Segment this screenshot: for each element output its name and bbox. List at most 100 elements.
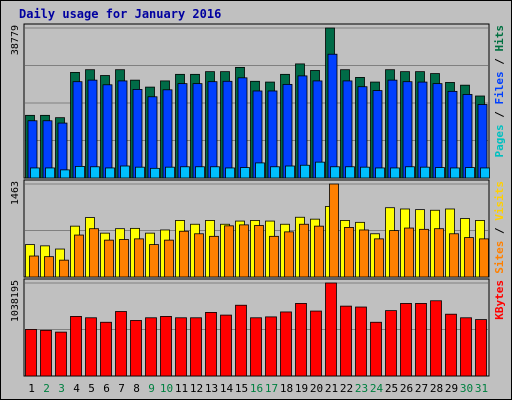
bar-kbytes-day-12: [190, 317, 202, 377]
bar-files-day-26: [402, 81, 413, 179]
x-tick-label-day-11: 11: [175, 382, 188, 395]
series-sites: [29, 183, 489, 278]
bar-sites-day-21: [329, 183, 339, 278]
bar-sites-day-28: [434, 228, 444, 278]
bar-files-day-18: [282, 83, 293, 179]
bar-sites-day-23: [359, 229, 369, 278]
panel-visits-max-label: 1463: [10, 181, 21, 205]
bar-sites-day-12: [194, 233, 204, 278]
bar-sites-day-25: [389, 230, 399, 278]
bar-pages-day-7: [120, 165, 130, 179]
bar-kbytes-day-11: [175, 317, 187, 377]
bar-kbytes-day-18: [280, 311, 292, 377]
bar-pages-day-26: [405, 166, 415, 179]
x-tick-label-day-14: 14: [220, 382, 234, 395]
bar-pages-day-8: [135, 166, 145, 179]
x-tick-label-day-6: 6: [103, 382, 110, 395]
bar-sites-day-29: [449, 233, 459, 278]
bar-kbytes-day-20: [310, 310, 322, 377]
x-tick-label-day-16: 16: [250, 382, 263, 395]
bar-pages-day-2: [45, 167, 55, 179]
bar-kbytes-day-5: [85, 317, 97, 377]
x-tick-label-day-7: 7: [118, 382, 125, 395]
x-tick-label-day-23: 23: [355, 382, 368, 395]
bar-kbytes-day-30: [460, 317, 472, 377]
bar-kbytes-day-3: [55, 331, 67, 377]
bar-files-day-10: [162, 89, 173, 179]
panel-hits-axis-label: Pages / Files / Hits: [493, 25, 506, 158]
bar-files-day-28: [432, 83, 443, 179]
bar-pages-day-15: [240, 167, 250, 179]
bar-files-day-5: [87, 79, 98, 179]
bar-kbytes-day-17: [265, 316, 277, 377]
x-tick-label-day-5: 5: [88, 382, 95, 395]
bar-kbytes-day-27: [415, 303, 427, 377]
bar-files-day-4: [72, 81, 83, 179]
bar-files-day-13: [207, 81, 218, 179]
bar-pages-day-19: [300, 164, 310, 179]
series-pages: [30, 161, 490, 179]
bar-files-day-6: [102, 84, 113, 179]
panel-visits: 1463 Sites / Visits: [10, 179, 506, 278]
bar-pages-day-29: [450, 167, 460, 179]
panel-hits-max-label: 38779: [10, 25, 21, 55]
bar-pages-day-23: [360, 166, 370, 179]
x-tick-label-day-13: 13: [205, 382, 218, 395]
bar-files-day-9: [147, 96, 158, 179]
bar-sites-day-14: [224, 225, 234, 278]
series-files: [27, 53, 488, 179]
bar-pages-day-1: [30, 167, 40, 179]
bar-kbytes-day-2: [40, 329, 52, 377]
chart-title: Daily usage for January 2016: [19, 7, 221, 21]
x-tick-label-day-10: 10: [160, 382, 173, 395]
bar-files-day-21: [327, 53, 338, 179]
axis-label-segment: /: [493, 221, 506, 241]
bar-kbytes-day-16: [250, 317, 262, 377]
panel-hits: 38779 Pages / Files / Hits: [10, 23, 506, 179]
bar-kbytes-day-13: [205, 311, 217, 377]
bar-pages-day-20: [315, 161, 325, 179]
bar-pages-day-27: [420, 166, 430, 179]
bar-sites-day-15: [239, 224, 249, 278]
bar-kbytes-day-7: [115, 311, 127, 377]
bar-files-day-19: [297, 75, 308, 179]
bar-files-day-11: [177, 83, 188, 179]
axis-label-segment: Pages: [493, 124, 506, 157]
axis-label-segment: Hits: [493, 25, 506, 52]
bar-sites-day-11: [179, 230, 189, 278]
bar-sites-day-20: [314, 225, 324, 278]
bar-kbytes-day-19: [295, 303, 307, 377]
bar-sites-day-26: [404, 227, 414, 278]
bar-files-day-17: [267, 90, 278, 179]
bar-pages-day-5: [90, 166, 100, 179]
bar-kbytes-day-4: [70, 316, 82, 377]
x-tick-label-day-8: 8: [133, 382, 140, 395]
x-tick-label-day-21: 21: [325, 382, 338, 395]
bar-kbytes-day-10: [160, 316, 172, 377]
bar-files-day-15: [237, 77, 248, 179]
bar-kbytes-day-14: [220, 314, 232, 377]
panel-kbytes-max-label: 1038195: [10, 280, 21, 322]
bar-files-day-8: [132, 89, 143, 179]
axis-label-segment: Sites: [493, 241, 506, 274]
bar-pages-day-12: [195, 166, 205, 179]
x-tick-label-day-27: 27: [415, 382, 428, 395]
bar-kbytes-day-31: [475, 319, 487, 377]
axis-label-segment: /: [493, 52, 506, 72]
panel-kbytes: 1038195 KBytes: [10, 278, 506, 377]
axis-label-segment: /: [493, 105, 506, 125]
bar-files-day-23: [357, 86, 368, 179]
bar-sites-day-22: [344, 227, 354, 278]
bar-sites-day-9: [149, 244, 159, 278]
x-tick-label-day-9: 9: [148, 382, 155, 395]
bar-sites-day-19: [299, 223, 309, 278]
bar-sites-day-1: [29, 255, 39, 278]
bar-kbytes-day-28: [430, 300, 442, 377]
bar-kbytes-day-21: [325, 282, 337, 377]
x-tick-label-day-1: 1: [28, 382, 35, 395]
bar-kbytes-day-25: [385, 310, 397, 377]
bar-files-day-7: [117, 80, 128, 179]
bar-kbytes-day-6: [100, 321, 112, 377]
bar-pages-day-10: [165, 166, 175, 179]
